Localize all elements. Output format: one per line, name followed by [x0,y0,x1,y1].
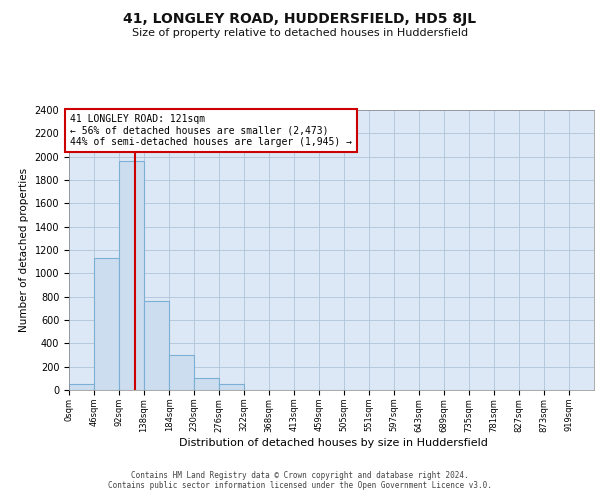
Y-axis label: Number of detached properties: Number of detached properties [19,168,29,332]
Text: Contains HM Land Registry data © Crown copyright and database right 2024.
Contai: Contains HM Land Registry data © Crown c… [108,470,492,490]
Text: 41, LONGLEY ROAD, HUDDERSFIELD, HD5 8JL: 41, LONGLEY ROAD, HUDDERSFIELD, HD5 8JL [124,12,476,26]
Text: Distribution of detached houses by size in Huddersfield: Distribution of detached houses by size … [179,438,487,448]
Text: Size of property relative to detached houses in Huddersfield: Size of property relative to detached ho… [132,28,468,38]
Text: 41 LONGLEY ROAD: 121sqm
← 56% of detached houses are smaller (2,473)
44% of semi: 41 LONGLEY ROAD: 121sqm ← 56% of detache… [70,114,352,146]
Bar [219,384,244,390]
Bar [144,302,169,390]
Bar [169,355,194,390]
Bar [194,378,219,390]
Bar [69,384,94,390]
Bar [94,258,119,390]
Bar [119,162,144,390]
